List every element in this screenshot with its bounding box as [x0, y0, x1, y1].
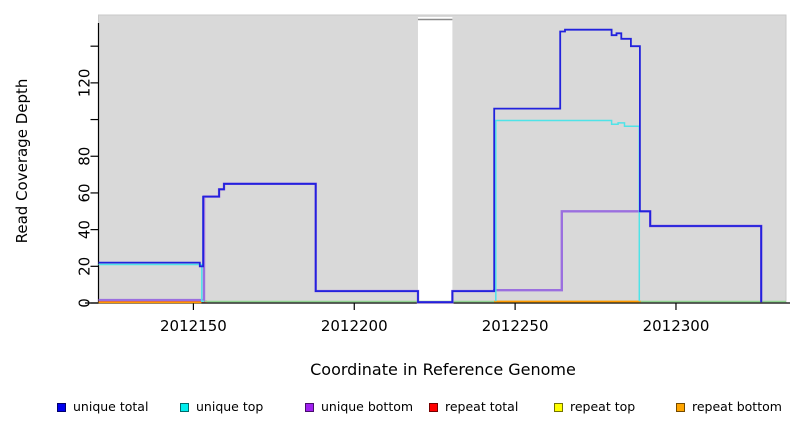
- x-tick-label: 2012200: [321, 317, 388, 335]
- legend-item-repeat-top: repeat top: [554, 398, 635, 416]
- repeat-top-swatch-icon: [554, 402, 563, 412]
- y-tick-label: 80: [76, 147, 94, 166]
- legend: unique total unique top unique bottom re…: [0, 398, 792, 422]
- legend-item-repeat-total: repeat total: [429, 398, 518, 416]
- y-tick-label: 20: [76, 257, 94, 276]
- legend-label: repeat bottom: [692, 399, 782, 414]
- y-tick-label: 0: [76, 298, 94, 308]
- legend-label: unique total: [73, 399, 149, 414]
- legend-label: unique top: [196, 399, 264, 414]
- x-tick-label: 2012150: [160, 317, 227, 335]
- series-unique-total: [98, 28, 763, 304]
- x-tick-label: 2012250: [482, 317, 549, 335]
- unique-top-swatch-icon: [180, 402, 189, 412]
- masked-region: [417, 17, 453, 303]
- legend-item-unique-top: unique top: [180, 398, 263, 416]
- repeat-bottom-swatch-icon: [676, 402, 685, 412]
- unique-total-swatch-icon: [57, 402, 66, 412]
- series-unique-top: [495, 119, 641, 302]
- legend-label: repeat total: [445, 399, 519, 414]
- legend-label: unique bottom: [321, 399, 414, 414]
- legend-item-unique-bottom: unique bottom: [305, 398, 413, 416]
- unique-bottom-swatch-icon: [305, 402, 314, 412]
- y-tick-label: 40: [76, 220, 94, 239]
- y-tick-label: 60: [76, 183, 94, 202]
- legend-label: repeat top: [570, 399, 636, 414]
- legend-item-repeat-bottom: repeat bottom: [676, 398, 782, 416]
- y-axis-title: Read Coverage Depth: [13, 78, 31, 244]
- repeat-total-swatch-icon: [429, 402, 438, 412]
- series-unique-top: [98, 263, 205, 303]
- legend-item-unique-total: unique total: [57, 398, 148, 416]
- x-tick-label: 2012300: [643, 317, 710, 335]
- y-tick-label: 120: [76, 69, 94, 98]
- x-axis-title: Coordinate in Reference Genome: [310, 360, 576, 379]
